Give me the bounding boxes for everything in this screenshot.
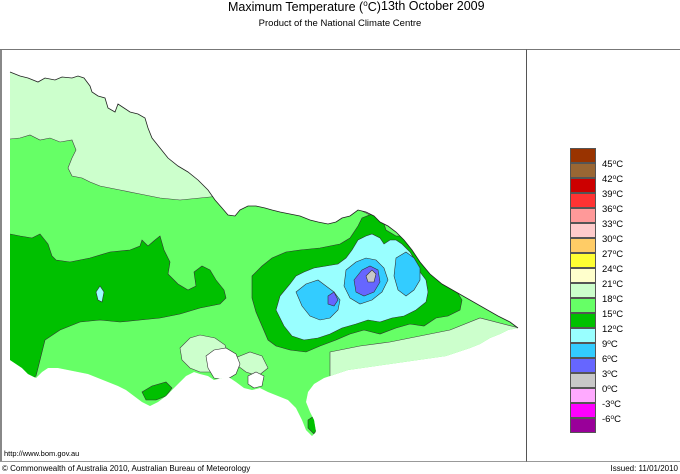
legend-label: 6oC bbox=[602, 354, 618, 365]
legend-swatch bbox=[570, 388, 596, 403]
legend-label: 33oC bbox=[602, 219, 624, 230]
legend-label: 39oC bbox=[602, 189, 624, 200]
legend-swatch bbox=[570, 163, 596, 178]
legend-label: 42oC bbox=[602, 174, 624, 185]
legend-swatch bbox=[570, 298, 596, 313]
title-text: Maximum Temperature (oC) bbox=[228, 0, 381, 15]
legend-label: 21oC bbox=[602, 279, 624, 290]
legend-label: -6oC bbox=[602, 414, 621, 425]
legend-label: 27oC bbox=[602, 249, 624, 260]
legend-swatch bbox=[570, 193, 596, 208]
map-title: Maximum Temperature (oC) 13th October 20… bbox=[0, 0, 680, 15]
map-subtitle: Product of the National Climate Centre bbox=[258, 18, 422, 29]
legend-swatch bbox=[570, 313, 596, 328]
legend-label: 12oC bbox=[602, 324, 624, 335]
legend-swatch bbox=[570, 343, 596, 358]
legend-swatch bbox=[570, 403, 596, 418]
legend-swatch bbox=[570, 418, 596, 433]
legend-label: 30oC bbox=[602, 234, 624, 245]
legend-swatch bbox=[570, 178, 596, 193]
map-frame bbox=[0, 49, 527, 462]
legend-label: 18oC bbox=[602, 294, 624, 305]
temperature-map bbox=[9, 71, 519, 436]
legend-swatch bbox=[570, 223, 596, 238]
bom-url[interactable]: http://www.bom.gov.au bbox=[4, 449, 80, 458]
legend-swatch bbox=[570, 373, 596, 388]
issued-date: Issued: 11/01/2010 bbox=[610, 464, 678, 473]
legend-label: -3oC bbox=[602, 399, 621, 410]
copyright-notice: © Commonwealth of Australia 2010, Austra… bbox=[2, 464, 251, 473]
map-date: 13th October 2009 bbox=[381, 0, 485, 13]
legend-frame bbox=[527, 49, 680, 462]
legend-swatch bbox=[570, 358, 596, 373]
legend-swatch bbox=[570, 283, 596, 298]
legend-label: 9oC bbox=[602, 339, 618, 350]
legend-label: 36oC bbox=[602, 204, 624, 215]
legend-label: 24oC bbox=[602, 264, 624, 275]
legend-swatch bbox=[570, 238, 596, 253]
legend-label: 0oC bbox=[602, 384, 618, 395]
legend-swatch bbox=[570, 253, 596, 268]
legend-swatch bbox=[570, 208, 596, 223]
legend-swatch bbox=[570, 148, 596, 163]
legend-swatch bbox=[570, 268, 596, 283]
legend-label: 15oC bbox=[602, 309, 624, 320]
legend-label: 45oC bbox=[602, 159, 624, 170]
legend-label: 3oC bbox=[602, 369, 618, 380]
legend-swatch bbox=[570, 328, 596, 343]
